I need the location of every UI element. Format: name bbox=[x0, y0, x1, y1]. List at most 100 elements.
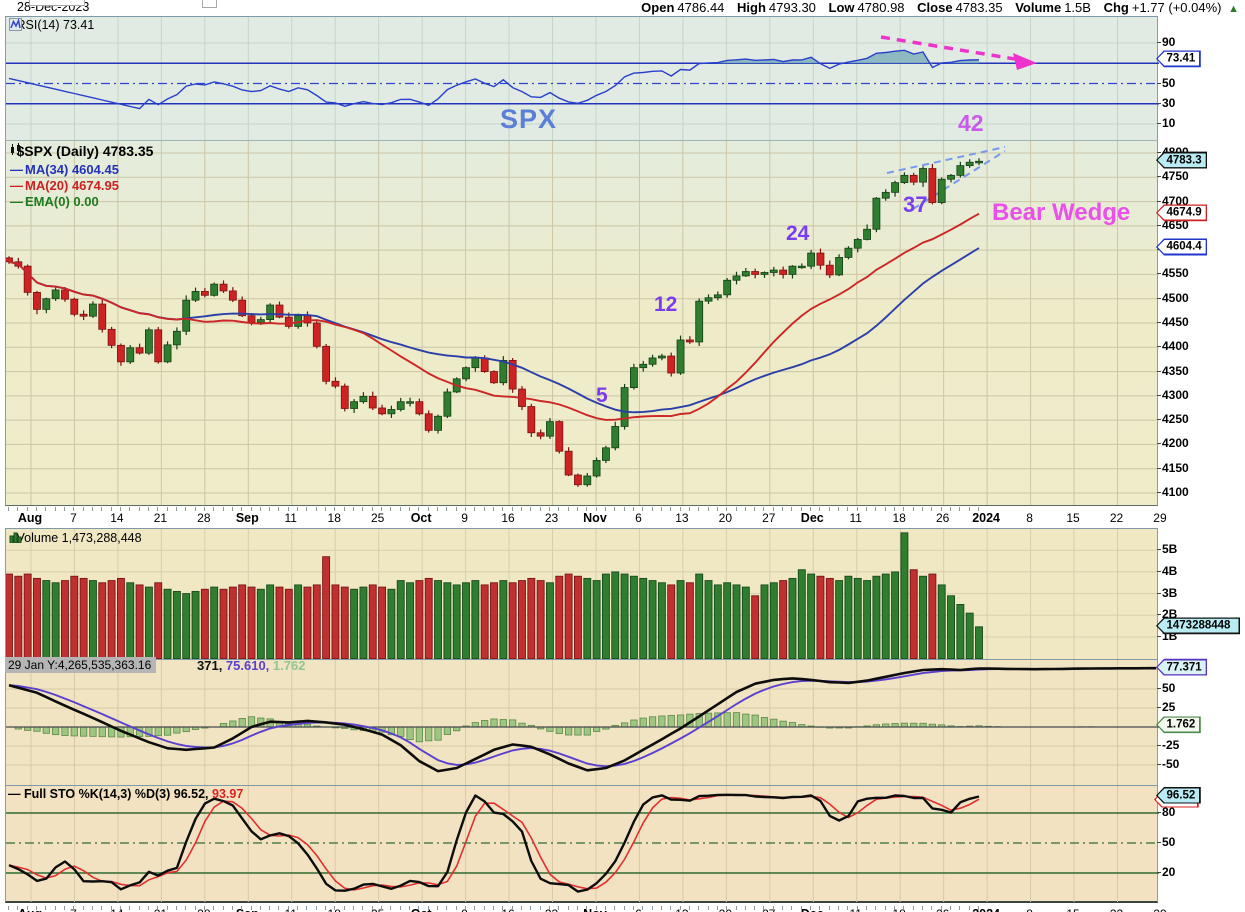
histogram-value-badge-value: 1.762 bbox=[1157, 717, 1200, 732]
minor-tick bbox=[539, 507, 541, 511]
volume-panel[interactable]: Volume 1,473,288,448 bbox=[5, 528, 1159, 659]
minor-tick bbox=[950, 906, 952, 910]
x-axis-label: 18 bbox=[328, 907, 341, 912]
y-axis-label: 50 bbox=[1156, 835, 1176, 849]
stochastic-panel[interactable]: — Full STO %K(14,3) %D(3) 96.52, 93.97 bbox=[5, 785, 1159, 903]
minor-tick bbox=[82, 906, 84, 910]
minor-tick bbox=[791, 906, 793, 910]
minor-tick bbox=[679, 906, 681, 910]
rsi-chart[interactable] bbox=[6, 17, 1159, 140]
minor-tick bbox=[530, 507, 532, 511]
oscillator-panel[interactable] bbox=[5, 659, 1159, 785]
minor-tick bbox=[54, 906, 56, 910]
x-axis-label: 22 bbox=[1110, 907, 1123, 912]
minor-tick bbox=[63, 906, 65, 910]
minor-tick bbox=[418, 906, 420, 910]
volume-value-badge: 1473288448 bbox=[1156, 617, 1240, 635]
minor-tick bbox=[651, 507, 653, 511]
y-axis-label: 4250 bbox=[1157, 412, 1189, 427]
minor-tick bbox=[838, 906, 840, 910]
ema-color-swatch: — bbox=[10, 194, 23, 209]
y-axis-label: 5B bbox=[1156, 542, 1178, 557]
y-axis-label: 50 bbox=[1156, 75, 1176, 90]
price-chart[interactable] bbox=[6, 141, 1159, 505]
minor-tick bbox=[194, 906, 196, 910]
minor-tick bbox=[875, 507, 877, 511]
minor-tick bbox=[455, 906, 457, 910]
minor-tick bbox=[54, 507, 56, 511]
x-axis-label: Nov bbox=[583, 907, 607, 912]
minor-tick bbox=[334, 906, 336, 910]
minor-tick bbox=[754, 507, 756, 511]
x-axis-label: 13 bbox=[675, 907, 688, 912]
minor-tick bbox=[138, 906, 140, 910]
y-axis-label: 50 bbox=[1156, 681, 1176, 695]
close-label: Close bbox=[917, 0, 953, 15]
close-value: 4783.35 bbox=[955, 0, 1003, 15]
minor-tick bbox=[26, 507, 28, 511]
ma20-value-badge-value: 4674.9 bbox=[1157, 205, 1206, 220]
ma34-legend: — MA(34) 4604.45 bbox=[10, 162, 119, 177]
minor-tick bbox=[213, 906, 215, 910]
x-axis-label: 14 bbox=[110, 907, 123, 912]
price-panel[interactable]: $SPX (Daily) 4783.35 — MA(34) 4604.45 — MA… bbox=[5, 140, 1159, 506]
x-axis-label: 16 bbox=[501, 511, 515, 525]
y-axis-label: 4550 bbox=[1157, 266, 1189, 281]
minor-tick bbox=[511, 906, 513, 910]
y-axis-label: 4200 bbox=[1157, 436, 1189, 451]
x-axis-label: 8 bbox=[1026, 511, 1033, 525]
minor-tick bbox=[968, 507, 970, 511]
minor-tick bbox=[446, 906, 448, 910]
minor-tick bbox=[726, 507, 728, 511]
minor-tick bbox=[399, 906, 401, 910]
minor-tick bbox=[381, 906, 383, 910]
ma34-legend-label: MA(34) 4604.45 bbox=[25, 162, 119, 177]
minor-tick bbox=[782, 906, 784, 910]
x-axis-label: 14 bbox=[110, 511, 124, 525]
minor-tick bbox=[17, 906, 19, 910]
y-axis-label: 4500 bbox=[1157, 290, 1189, 305]
minor-tick bbox=[231, 507, 233, 511]
rsi-legend-label: RSI(14) 73.41 bbox=[16, 18, 95, 32]
x-axis-label: 9 bbox=[461, 511, 468, 525]
open-label: Open bbox=[641, 0, 675, 15]
x-axis-label: 18 bbox=[892, 511, 906, 525]
minor-tick bbox=[810, 507, 812, 511]
x-axis-label: Oct bbox=[410, 511, 432, 525]
minor-tick bbox=[157, 507, 159, 511]
minor-tick bbox=[595, 906, 597, 910]
minor-tick bbox=[325, 507, 327, 511]
minor-tick bbox=[185, 906, 187, 910]
x-axis-label: 20 bbox=[719, 907, 732, 912]
volume-chart[interactable] bbox=[6, 529, 1159, 659]
minor-tick bbox=[334, 507, 336, 511]
minor-tick bbox=[222, 906, 224, 910]
minor-tick bbox=[726, 906, 728, 910]
minor-tick bbox=[493, 507, 494, 511]
clipped-ui-artifact bbox=[29, 0, 85, 6]
x-axis-label: Aug bbox=[17, 511, 43, 525]
y-axis-label: 4100 bbox=[1157, 484, 1189, 499]
ema-legend: — EMA(0) 0.00 bbox=[10, 194, 99, 209]
minor-tick bbox=[241, 507, 243, 511]
up-arrow-icon: ▲ bbox=[1228, 3, 1239, 15]
x-axis-label: 26 bbox=[935, 511, 950, 525]
y-axis-label: 3B bbox=[1156, 585, 1178, 600]
stoch-k-badge-value: 96.52 bbox=[1157, 788, 1200, 803]
minor-tick bbox=[446, 507, 448, 511]
minor-tick bbox=[810, 906, 812, 910]
minor-tick bbox=[129, 906, 131, 910]
chg-label: Chg bbox=[1103, 0, 1129, 15]
minor-tick bbox=[698, 507, 700, 511]
minor-tick bbox=[35, 906, 37, 910]
oscillator-chart[interactable] bbox=[6, 660, 1159, 785]
y-axis-label: 10 bbox=[1156, 116, 1176, 130]
rsi-panel[interactable]: RSI(14) 73.41 bbox=[5, 16, 1159, 140]
x-axis-label: 11 bbox=[285, 907, 297, 912]
minor-tick bbox=[632, 906, 634, 910]
minor-tick bbox=[940, 906, 942, 910]
minor-tick bbox=[437, 906, 439, 910]
stochastic-chart[interactable] bbox=[6, 786, 1159, 902]
minor-tick bbox=[558, 906, 560, 910]
minor-tick bbox=[362, 507, 364, 511]
